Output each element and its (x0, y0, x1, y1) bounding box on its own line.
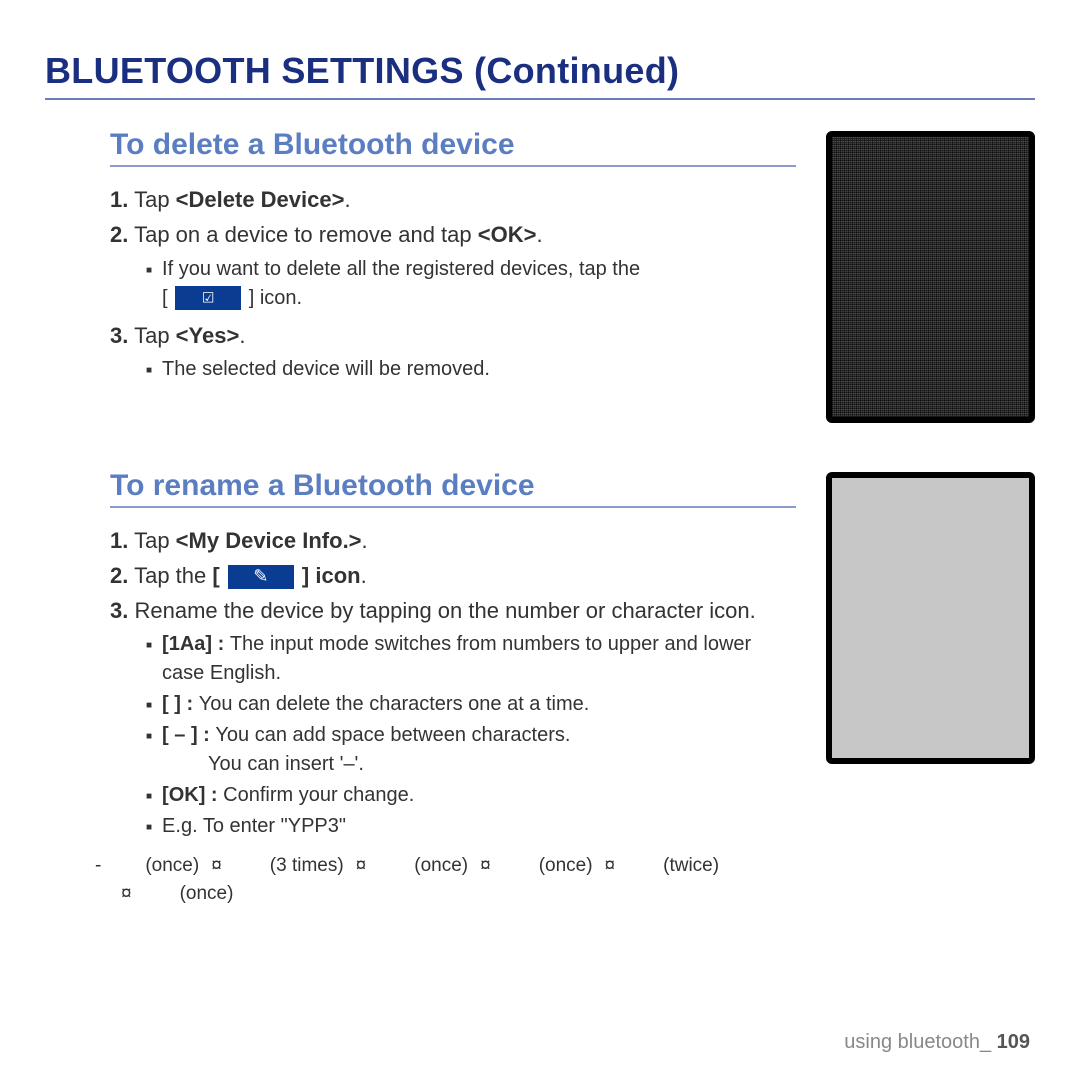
step-bold: <My Device Info.> (176, 528, 362, 553)
step-number: 1. (110, 187, 128, 212)
example-entry-line-2: ¤ (once) (117, 883, 1035, 905)
bullet-label: [OK] : (162, 784, 223, 806)
step-number: 2. (110, 222, 128, 247)
bullet-label: [1Aa] : (162, 633, 230, 655)
step-number: 1. (110, 528, 128, 553)
bullet-text: [ (162, 287, 173, 309)
example-token: (once) (180, 883, 234, 905)
bullet-item: ■ [OK] : Confirm your change. (146, 781, 796, 810)
bullet-marker: ■ (146, 699, 152, 719)
section1-heading: To delete a Bluetooth device (110, 128, 796, 167)
section-rename-device: To rename a Bluetooth device 1. Tap <My … (45, 469, 1035, 849)
select-all-icon (175, 286, 241, 310)
bullet-item: ■ The selected device will be removed. (146, 355, 796, 384)
bullet-label: [ – ] : (162, 724, 215, 746)
example-token: (once) (539, 855, 593, 877)
edit-icon (228, 565, 294, 589)
device-screenshot-placeholder (826, 131, 1035, 423)
step-text: . (536, 222, 542, 247)
step-bold: <Yes> (176, 323, 240, 348)
footer-label: using bluetooth_ (844, 1031, 996, 1053)
page-footer: using bluetooth_ 109 (844, 1031, 1030, 1054)
bullet-marker: ■ (146, 364, 152, 384)
bullet-marker: ■ (146, 264, 152, 313)
step-text: Tap the (134, 563, 212, 588)
example-sep: ¤ (211, 855, 222, 877)
step-bold: ] icon (296, 563, 361, 588)
bullet-text: You can delete the characters one at a t… (199, 693, 590, 715)
step-2-2: 2. Tap the [ ] icon. (110, 561, 796, 592)
step-text: Tap (134, 528, 176, 553)
bullet-text: ] icon. (243, 287, 302, 309)
step-2-1: 1. Tap <My Device Info.>. (110, 526, 796, 557)
step-number: 3. (110, 323, 128, 348)
bullet-text: E.g. To enter "YPP3" (162, 812, 796, 841)
step-text: Rename the device by tapping on the numb… (134, 598, 755, 623)
example-token: (once) (145, 855, 199, 877)
section2-heading: To rename a Bluetooth device (110, 469, 796, 508)
step-2-3: 3. Rename the device by tapping on the n… (110, 596, 796, 627)
page-number: 109 (997, 1031, 1030, 1053)
bullet-text: You can add space between characters. (215, 724, 570, 746)
step-text: Tap (134, 323, 176, 348)
bullet-marker: ■ (146, 639, 152, 688)
step-number: 2. (110, 563, 128, 588)
example-sep: ¤ (121, 883, 132, 905)
bullet-label: [ ] : (162, 693, 199, 715)
step-text: . (239, 323, 245, 348)
bullet-item: ■ E.g. To enter "YPP3" (146, 812, 796, 841)
step-text: Tap (134, 187, 176, 212)
example-token: - (95, 855, 101, 877)
bullet-text: You can insert '–'. (208, 753, 364, 775)
step-bold: [ (212, 563, 225, 588)
step-bold: <Delete Device> (176, 187, 345, 212)
example-sep: ¤ (356, 855, 367, 877)
step-text: Tap on a device to remove and tap (134, 222, 478, 247)
step-text: . (361, 563, 367, 588)
step-number: 3. (110, 598, 128, 623)
example-token: (once) (414, 855, 468, 877)
bullet-item: ■ [ – ] : You can add space between char… (146, 721, 796, 779)
step-bold: <OK> (478, 222, 537, 247)
bullet-text: The input mode switches from numbers to … (162, 633, 751, 684)
bullet-marker: ■ (146, 790, 152, 810)
bullet-text: Confirm your change. (223, 784, 414, 806)
step-text: . (362, 528, 368, 553)
example-sep: ¤ (480, 855, 491, 877)
bullet-item: ■ [ ] : You can delete the characters on… (146, 690, 796, 719)
bullet-text: The selected device will be removed. (162, 355, 796, 384)
example-entry-line-1: - (once) ¤ (3 times) ¤ (once) ¤ (once) ¤… (95, 855, 1035, 877)
example-token: (3 times) (270, 855, 344, 877)
example-token: (twice) (663, 855, 719, 877)
bullet-item: ■ If you want to delete all the register… (146, 255, 796, 313)
page-title: BLUETOOTH SETTINGS (Continued) (45, 50, 1035, 100)
step-text: . (344, 187, 350, 212)
step-1-1: 1. Tap <Delete Device>. (110, 185, 796, 216)
step-1-2: 2. Tap on a device to remove and tap <OK… (110, 220, 796, 251)
bullet-text: If you want to delete all the registered… (162, 258, 640, 280)
example-sep: ¤ (605, 855, 616, 877)
bullet-marker: ■ (146, 730, 152, 779)
device-screenshot-placeholder (826, 472, 1035, 764)
bullet-item: ■ [1Aa] : The input mode switches from n… (146, 630, 796, 688)
step-1-3: 3. Tap <Yes>. (110, 321, 796, 352)
bullet-marker: ■ (146, 821, 152, 841)
section-delete-device: To delete a Bluetooth device 1. Tap <Del… (45, 128, 1035, 423)
